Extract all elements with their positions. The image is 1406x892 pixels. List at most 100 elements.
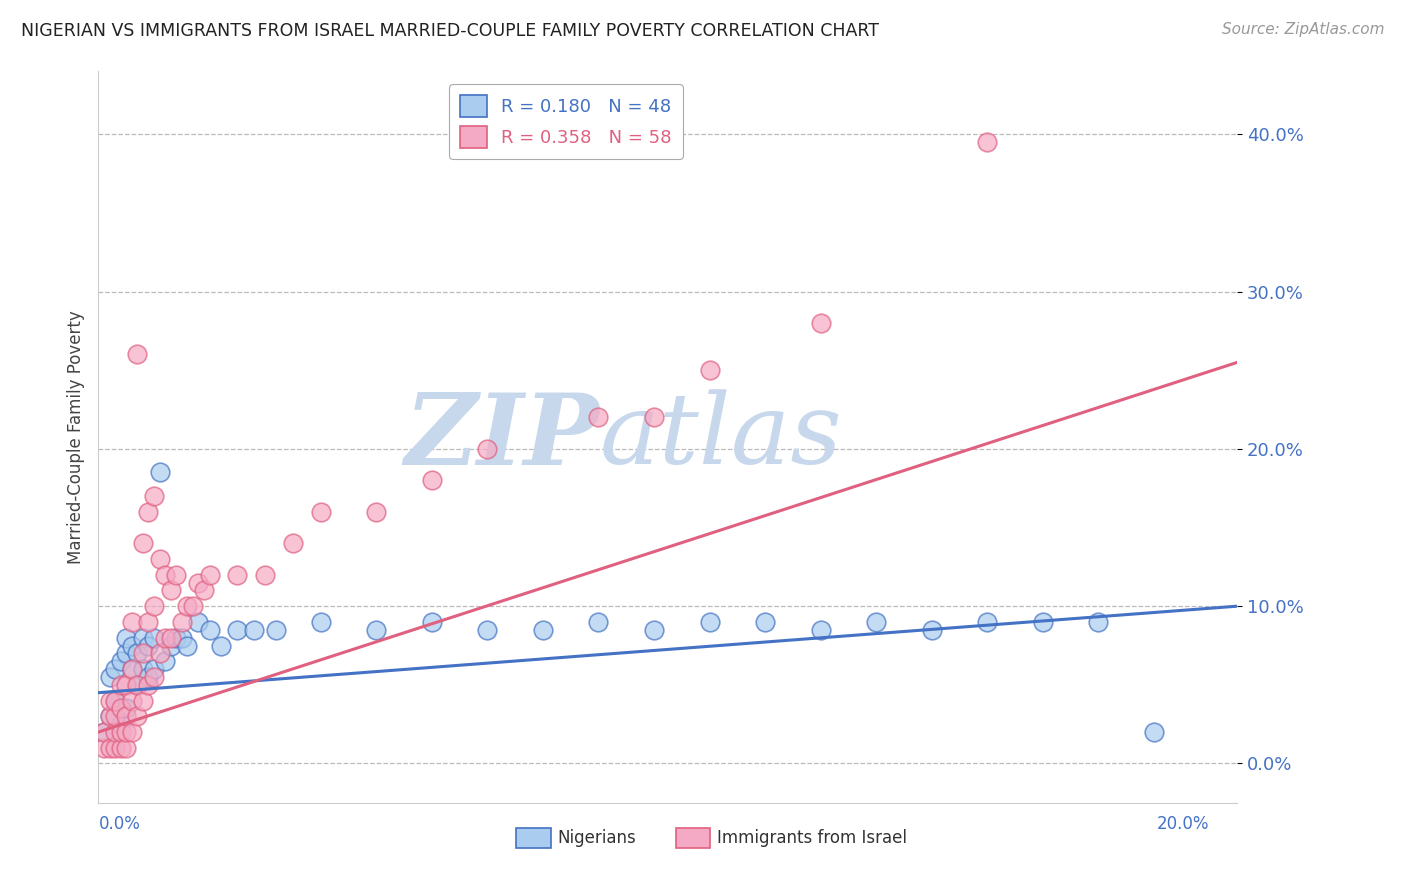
Point xyxy=(110,725,132,739)
Point xyxy=(148,552,170,566)
Point xyxy=(115,631,138,645)
Point xyxy=(143,631,166,645)
Point xyxy=(115,725,138,739)
Point xyxy=(281,536,304,550)
Point xyxy=(243,623,266,637)
Point xyxy=(187,615,209,629)
Point xyxy=(226,623,249,637)
Point xyxy=(1143,725,1166,739)
Point xyxy=(115,709,138,723)
Point xyxy=(176,639,198,653)
Point xyxy=(104,662,127,676)
Point xyxy=(643,410,665,425)
Point xyxy=(159,639,181,653)
Point xyxy=(132,536,155,550)
Point xyxy=(132,693,155,707)
Point xyxy=(153,631,176,645)
Point xyxy=(115,678,138,692)
Point xyxy=(153,567,176,582)
Point xyxy=(976,615,998,629)
Point xyxy=(143,662,166,676)
Point xyxy=(477,623,499,637)
Point xyxy=(121,615,143,629)
Point xyxy=(226,567,249,582)
Point xyxy=(754,615,776,629)
Point xyxy=(810,316,832,330)
Point xyxy=(110,701,132,715)
Point xyxy=(93,740,115,755)
Point xyxy=(1087,615,1109,629)
Point xyxy=(115,646,138,660)
Point xyxy=(254,567,277,582)
Point xyxy=(132,646,155,660)
Point xyxy=(127,678,149,692)
Point xyxy=(699,615,721,629)
Point xyxy=(153,654,176,668)
Point xyxy=(420,473,443,487)
Point xyxy=(1032,615,1054,629)
Legend: R = 0.180   N = 48, R = 0.358   N = 58: R = 0.180 N = 48, R = 0.358 N = 58 xyxy=(449,84,683,159)
Point xyxy=(588,615,610,629)
Point xyxy=(132,662,155,676)
Point xyxy=(110,717,132,731)
Point xyxy=(366,505,388,519)
Point xyxy=(309,505,332,519)
Point xyxy=(588,410,610,425)
Point xyxy=(104,740,127,755)
Point xyxy=(699,363,721,377)
Point xyxy=(643,623,665,637)
Point xyxy=(121,725,143,739)
Point xyxy=(148,466,170,480)
Text: atlas: atlas xyxy=(599,390,842,484)
Point xyxy=(115,740,138,755)
Point xyxy=(138,670,160,684)
Text: NIGERIAN VS IMMIGRANTS FROM ISRAEL MARRIED-COUPLE FAMILY POVERTY CORRELATION CHA: NIGERIAN VS IMMIGRANTS FROM ISRAEL MARRI… xyxy=(21,22,879,40)
Point xyxy=(132,631,155,645)
Point xyxy=(366,623,388,637)
Point xyxy=(170,615,193,629)
Point xyxy=(138,678,160,692)
Point xyxy=(98,693,121,707)
Point xyxy=(121,639,143,653)
Point xyxy=(176,599,198,614)
Point xyxy=(209,639,232,653)
Point xyxy=(93,725,115,739)
Point xyxy=(159,583,181,598)
Point xyxy=(810,623,832,637)
Point xyxy=(138,615,160,629)
Point xyxy=(110,678,132,692)
Text: 0.0%: 0.0% xyxy=(98,815,141,833)
Point xyxy=(104,709,127,723)
Text: Source: ZipAtlas.com: Source: ZipAtlas.com xyxy=(1222,22,1385,37)
Point xyxy=(138,639,160,653)
Point xyxy=(187,575,209,590)
Point xyxy=(138,505,160,519)
Point xyxy=(110,740,132,755)
Point xyxy=(159,631,181,645)
Point xyxy=(110,654,132,668)
Point xyxy=(98,709,121,723)
Point xyxy=(143,670,166,684)
Point xyxy=(143,489,166,503)
Point xyxy=(148,646,170,660)
Point xyxy=(181,599,204,614)
Point xyxy=(921,623,943,637)
Point xyxy=(531,623,554,637)
Point xyxy=(127,709,149,723)
Point xyxy=(104,693,127,707)
Point xyxy=(198,623,221,637)
Point xyxy=(104,725,127,739)
FancyBboxPatch shape xyxy=(676,828,710,848)
Point xyxy=(976,135,998,149)
Point xyxy=(121,693,143,707)
Point xyxy=(170,631,193,645)
Text: #dce8f5: #dce8f5 xyxy=(668,436,673,437)
Text: 20.0%: 20.0% xyxy=(1157,815,1209,833)
Text: Immigrants from Israel: Immigrants from Israel xyxy=(717,829,907,847)
Point xyxy=(98,670,121,684)
Point xyxy=(115,701,138,715)
Y-axis label: Married-Couple Family Poverty: Married-Couple Family Poverty xyxy=(66,310,84,564)
Point xyxy=(127,678,149,692)
Point xyxy=(143,599,166,614)
Point xyxy=(104,693,127,707)
